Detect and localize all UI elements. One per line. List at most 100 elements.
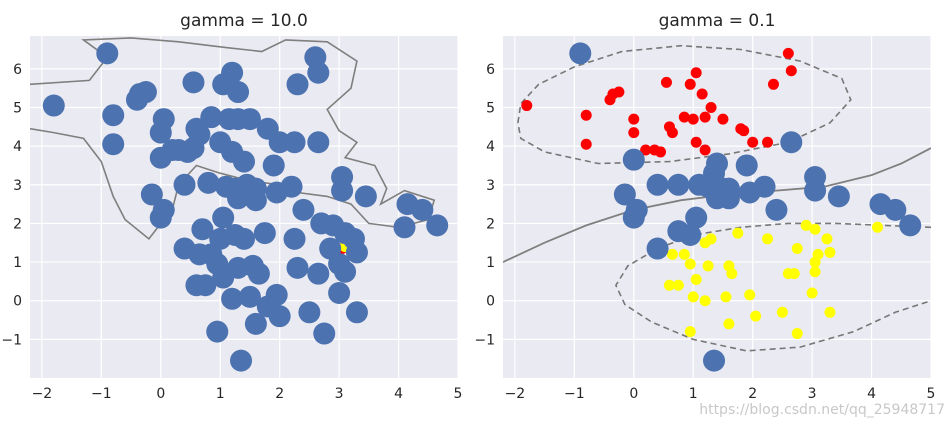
yellow-class-point [726,268,738,280]
lower-margin-line [614,222,931,352]
support-vector-point [102,104,125,127]
support-vector-point [426,214,449,237]
support-vector-point [298,301,321,324]
yellow-class-point [699,237,711,249]
support-vector-point [182,137,205,160]
support-vector-point [194,274,217,297]
watermark: https://blog.csdn.net/qq_25948717 [699,402,945,418]
red-class-point [747,136,759,148]
y-tick-label: 0 [13,294,22,310]
support-vector-point [149,206,172,229]
support-vector-point [197,171,220,194]
yellow-class-point [684,258,696,270]
yellow-class-point [809,266,821,278]
x-tick-label: 3 [335,386,344,402]
red-class-point [660,76,672,88]
yellow-class-point [776,306,788,318]
yellow-class-point [809,223,821,235]
red-class-point [613,86,625,98]
support-vector-point [753,175,776,198]
plot-layer [30,37,449,372]
support-vector-point [283,131,306,154]
x-tick-label: −1 [564,386,585,402]
yellow-class-point [672,279,684,291]
yellow-class-point [824,246,836,258]
x-tick-label: 3 [808,386,817,402]
support-vector-point [262,154,285,177]
support-vector-point [780,131,803,154]
support-vector-point [244,312,267,335]
support-vector-point [884,198,907,221]
y-tick-label: 4 [13,139,22,155]
yellow-class-point [666,248,678,260]
left-subplot-title: gamma = 10.0 [180,11,308,31]
support-vector-point [96,42,119,65]
support-vector-point [247,262,270,285]
support-vector-point [102,133,125,156]
yellow-class-point [732,227,744,239]
support-vector-point [227,81,250,104]
support-vector-point [230,349,253,372]
x-tick-label: −2 [32,386,53,402]
y-tick-label: 1 [13,255,22,271]
red-class-point [696,88,708,100]
support-vector-point [191,218,214,241]
support-vector-point [182,71,205,94]
red-class-point [690,136,702,148]
support-vector-point [646,173,669,196]
red-class-point [717,113,729,125]
y-tick-label: 0 [486,294,495,310]
x-tick-label: 1 [689,386,698,402]
red-class-point [666,127,678,139]
support-vector-point [149,121,172,144]
support-vector-point [286,73,309,96]
right-subplot-title: gamma = 0.1 [659,11,776,31]
support-vector-point [206,320,229,343]
support-vector-point [233,150,255,173]
yellow-class-point [699,295,711,307]
red-class-point [521,100,533,112]
red-class-point [628,113,640,125]
left-subplot: gamma = 10.0 −2 −1 0 1 2 3 4 5 −1 0 1 2 3 4 5 6 [1,11,462,402]
yellow-class-point [720,291,732,303]
support-vector-point [393,216,416,239]
yellow-class-point [791,328,803,340]
support-vector-point [622,206,645,229]
yellow-class-point [744,289,756,301]
yellow-class-point [872,221,883,233]
y-tick-label: 3 [13,178,22,194]
yellow-class-point [809,256,821,268]
support-vector-point [307,262,330,285]
support-vector-point [328,281,351,304]
support-vector-point [411,198,434,221]
support-vector-point [292,198,315,221]
support-vector-point [233,227,255,250]
yellow-class-point [723,318,735,330]
support-vector-point [322,214,345,237]
yellow-class-point [702,260,714,272]
red-class-point [580,109,592,121]
support-vector-point [212,206,235,229]
red-class-point [604,94,616,106]
yellow-class-point [806,287,818,299]
support-vector-point [354,185,377,208]
support-vector-point [238,285,261,308]
yellow-class-point [750,310,762,322]
yellow-class-point [762,233,774,245]
support-vector-point [613,183,636,206]
red-class-point [705,101,717,113]
red-class-point [767,78,779,90]
y-tick-label: 5 [13,100,22,116]
x-tick-label: −1 [91,386,112,402]
support-vector-point [126,88,148,111]
x-tick-label: 4 [867,386,876,402]
support-vector-point [307,61,330,84]
x-tick-label: −2 [505,386,526,402]
support-vector-point [765,198,788,221]
support-vector-point [685,206,708,229]
x-tick-label: 0 [629,386,638,402]
y-tick-label: 4 [486,139,495,155]
y-tick-label: 3 [486,178,495,194]
support-vector-point [283,227,306,250]
